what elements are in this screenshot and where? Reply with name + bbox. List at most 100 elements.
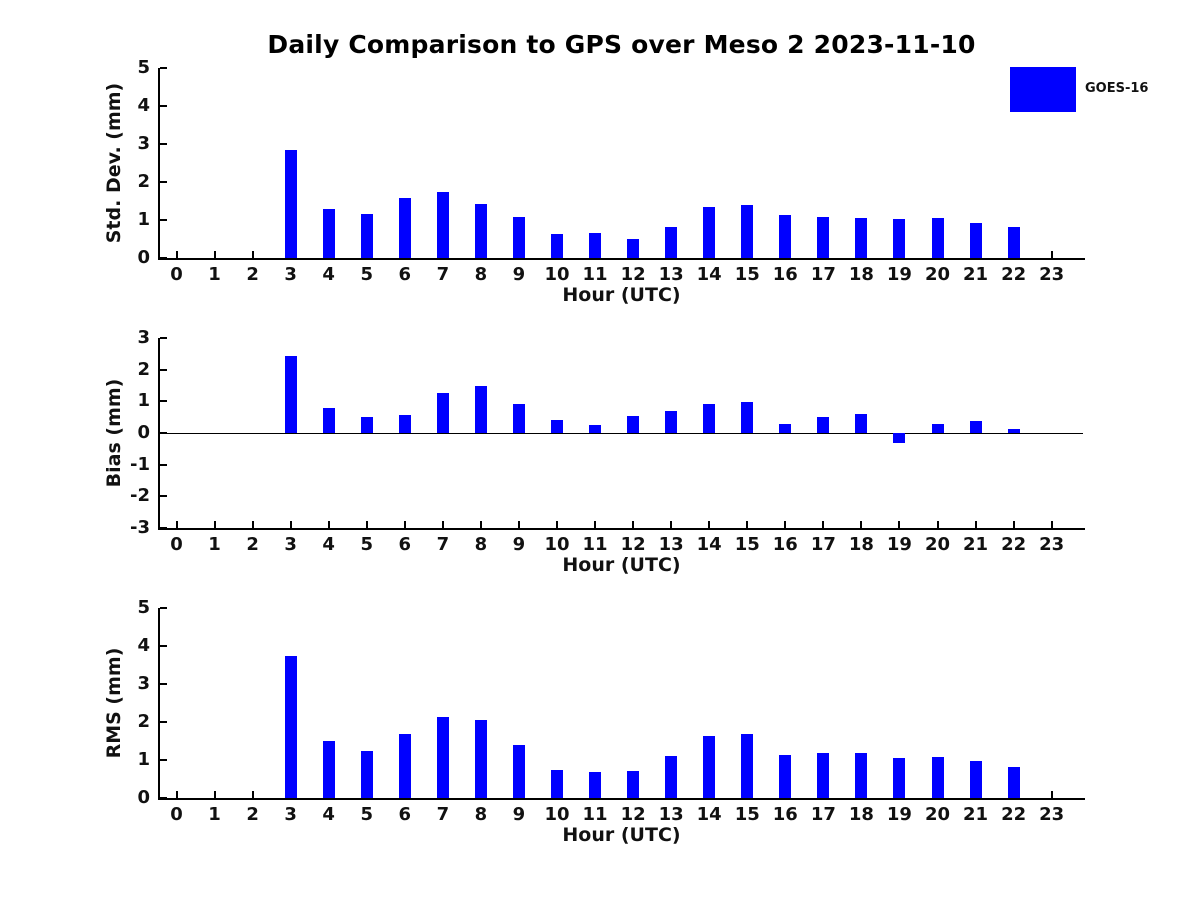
x-tick-label: 22 [1001, 804, 1027, 825]
x-tick-label: 21 [963, 534, 989, 555]
bar-hour-14 [703, 207, 716, 258]
x-tick-label: 8 [474, 264, 488, 285]
x-tick [175, 791, 178, 798]
rms-y-axis-line [158, 608, 160, 800]
bar-hour-9 [512, 404, 525, 433]
y-tick-label: 5 [137, 57, 150, 78]
x-tick [708, 521, 711, 528]
x-tick-label: 23 [1039, 534, 1065, 555]
x-tick-label: 7 [436, 804, 450, 825]
x-tick-label: 11 [582, 534, 608, 555]
x-tick-label: 19 [886, 264, 912, 285]
y-tick [160, 400, 167, 403]
x-tick-label: 10 [544, 804, 570, 825]
x-tick [670, 521, 673, 528]
bar-hour-13 [665, 410, 678, 433]
y-tick [160, 67, 167, 69]
bar-hour-15 [741, 734, 754, 798]
x-tick-label: 14 [696, 804, 722, 825]
x-tick-label: 8 [474, 534, 488, 555]
bar-hour-4 [322, 741, 335, 798]
bar-hour-18 [855, 218, 868, 258]
bar-hour-3 [284, 149, 297, 258]
x-tick-label: 14 [696, 534, 722, 555]
x-tick [479, 521, 482, 528]
x-tick-label: 16 [772, 534, 798, 555]
bar-hour-8 [474, 720, 487, 798]
bar-hour-5 [360, 416, 373, 433]
bar-hour-22 [1007, 227, 1020, 258]
x-tick-label: 6 [398, 804, 412, 825]
bar-hour-7 [436, 393, 449, 433]
x-tick [251, 521, 254, 528]
x-tick [822, 521, 825, 528]
x-tick [632, 521, 635, 528]
x-tick-label: 0 [170, 264, 183, 285]
x-tick-label: 10 [544, 264, 570, 285]
bar-hour-13 [665, 226, 678, 258]
x-tick [594, 521, 597, 528]
x-tick-label: 5 [360, 804, 374, 825]
x-tick-label: 3 [284, 534, 297, 555]
y-tick-label: 3 [137, 327, 150, 348]
bar-hour-11 [589, 232, 602, 258]
bar-hour-9 [512, 216, 525, 258]
y-tick [160, 368, 167, 371]
bar-hour-10 [551, 234, 563, 258]
bar-hour-16 [779, 215, 792, 258]
x-tick [251, 791, 254, 798]
x-tick [251, 251, 254, 258]
bar-hour-20 [931, 218, 944, 258]
bias-y-axis-line [158, 338, 160, 530]
x-tick [213, 251, 216, 258]
bar-hour-6 [398, 414, 411, 433]
x-tick-label: 23 [1039, 804, 1065, 825]
y-tick [160, 797, 167, 799]
y-tick-label: 1 [137, 749, 150, 770]
x-tick-label: 0 [170, 534, 183, 555]
stddev-y-axis-line [158, 68, 160, 260]
bar-hour-14 [703, 403, 716, 433]
x-tick-label: 5 [360, 264, 374, 285]
y-tick-label: 0 [137, 422, 150, 443]
y-tick [160, 181, 167, 183]
x-tick-label: 17 [810, 534, 836, 555]
rms-x-axis-line [158, 798, 1085, 800]
bias-x-axis-line [158, 528, 1085, 530]
x-tick [860, 521, 863, 528]
x-tick [365, 521, 368, 528]
bar-hour-16 [779, 755, 792, 798]
x-tick-label: 20 [924, 264, 951, 285]
x-tick-label: 19 [886, 804, 912, 825]
x-tick [1050, 521, 1053, 528]
x-tick [517, 521, 520, 528]
x-tick-label: 20 [924, 804, 951, 825]
y-tick [160, 607, 167, 609]
x-tick-label: 2 [246, 534, 259, 555]
chart-title: Daily Comparison to GPS over Meso 2 2023… [267, 30, 976, 59]
bar-hour-3 [284, 356, 297, 433]
bar-hour-18 [855, 413, 868, 433]
bias-subplot: Bias (mm) Hour (UTC) 3 2 1 0 -1 -2 -3 0 1 2 3 4 5 6 7 8… [0, 327, 1200, 578]
y-tick [160, 219, 167, 221]
x-tick-label: 23 [1039, 264, 1065, 285]
x-tick-label: 17 [810, 264, 836, 285]
bar-hour-12 [627, 415, 640, 433]
bar-hour-14 [703, 736, 716, 798]
bar-hour-19 [893, 219, 906, 258]
y-tick-label: 1 [137, 209, 150, 230]
legend-label-goes16: GOES-16 [1085, 81, 1149, 96]
x-tick-label: 6 [398, 264, 412, 285]
x-tick-label: 12 [620, 534, 646, 555]
y-tick-label: 5 [137, 597, 150, 618]
x-tick [403, 521, 406, 528]
y-tick-label: 4 [137, 95, 150, 116]
x-tick [327, 521, 330, 528]
bar-hour-13 [665, 756, 678, 798]
x-tick-label: 4 [322, 534, 335, 555]
bar-hour-16 [779, 423, 792, 433]
x-tick [1012, 521, 1015, 528]
x-tick-label: 16 [772, 804, 798, 825]
y-tick-label: 2 [137, 711, 150, 732]
